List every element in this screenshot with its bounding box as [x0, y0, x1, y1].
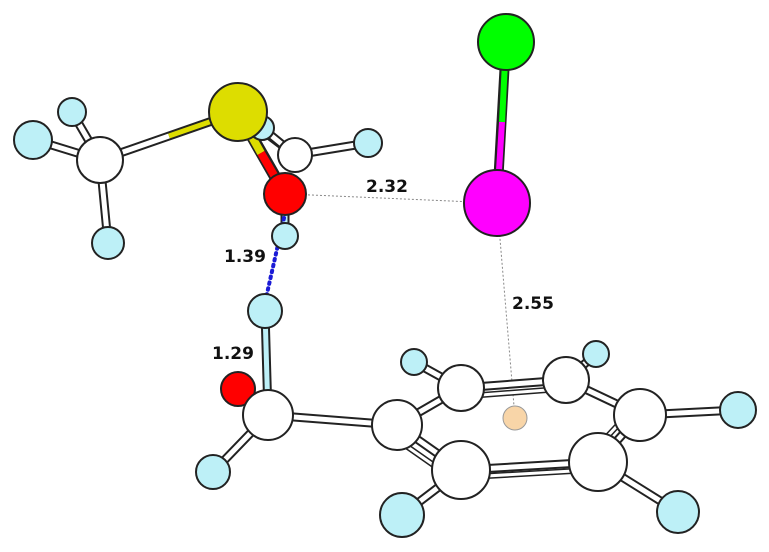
carbon-atom [542, 356, 590, 404]
carbon-atom [568, 432, 628, 492]
carbon-atom [431, 440, 491, 500]
carbon-atom [76, 136, 124, 184]
distance-label-h-o-top: 1.39 [224, 247, 266, 267]
hydrogen-atom [57, 97, 87, 127]
distance-label-o-i: 2.32 [366, 177, 408, 197]
iodine-atom [463, 169, 531, 237]
atoms [13, 13, 757, 538]
hydrogen-atom [656, 490, 700, 534]
hydrogen-atom [582, 340, 610, 368]
hydrogen-atom [353, 128, 383, 158]
carbon-atom [242, 389, 294, 441]
oxygen-atom [220, 371, 256, 407]
hydrogen-atom [247, 293, 283, 329]
hydrogen-atom [400, 348, 428, 376]
hydrogen-atom [379, 492, 425, 538]
chlorine-atom [477, 13, 535, 71]
hydrogen-atom [271, 222, 299, 250]
oxygen-atom [263, 172, 307, 216]
carbon-atom [371, 399, 423, 451]
distance-labels: 2.32 1.39 1.29 2.55 [212, 177, 554, 364]
ring-centroid [502, 405, 528, 431]
distance-label-o-h-bottom: 1.29 [212, 344, 254, 364]
carbon-atom [613, 388, 667, 442]
distance-label-i-ring: 2.55 [512, 294, 554, 314]
carbon-atom [277, 137, 313, 173]
sulfur-atom [208, 82, 268, 142]
hydrogen-atom [91, 226, 125, 260]
hydrogen-atom [13, 120, 53, 160]
distance-guides [287, 193, 516, 419]
hydrogen-atom [195, 454, 231, 490]
guide-o-i [287, 193, 498, 204]
carbon-atom [437, 364, 485, 412]
hydrogen-atom [719, 391, 757, 429]
